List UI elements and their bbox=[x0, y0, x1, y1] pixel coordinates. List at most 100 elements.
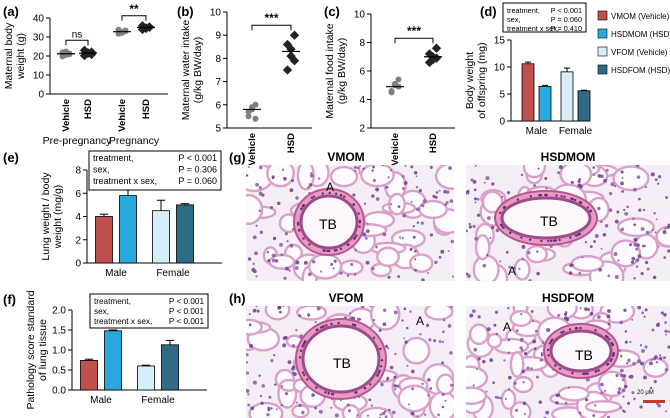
cell-nucleus bbox=[557, 171, 560, 175]
alveolus bbox=[512, 376, 534, 394]
stats-term: sex, bbox=[94, 307, 109, 316]
y-axis-label: Pathology score standardof lung tissue bbox=[25, 290, 49, 409]
cell-nucleus bbox=[282, 343, 287, 348]
cell-nucleus bbox=[295, 328, 298, 332]
alveolus bbox=[570, 255, 605, 273]
cell-nucleus bbox=[665, 410, 668, 413]
cell-nucleus bbox=[639, 405, 643, 409]
epithelial-nucleus bbox=[308, 243, 311, 246]
cell-nucleus bbox=[250, 406, 255, 411]
cell-nucleus bbox=[607, 322, 611, 326]
cell-nucleus bbox=[407, 403, 410, 406]
alveolus bbox=[339, 259, 364, 276]
x-group-label: Female bbox=[559, 126, 593, 137]
cell-nucleus bbox=[421, 382, 424, 385]
cell-nucleus bbox=[316, 306, 321, 311]
alveolus bbox=[559, 165, 593, 188]
cell-nucleus bbox=[637, 359, 642, 364]
cell-nucleus bbox=[291, 344, 296, 348]
cell-nucleus bbox=[473, 197, 477, 201]
epithelial-nucleus bbox=[612, 354, 615, 358]
alveolus bbox=[369, 306, 401, 331]
y-axis-label: Maternal water intake(g/kg BW/day) bbox=[180, 20, 204, 121]
cell-nucleus bbox=[441, 340, 444, 344]
y-tick-label: 40 bbox=[33, 14, 45, 25]
cell-nucleus bbox=[639, 344, 643, 347]
cell-nucleus bbox=[258, 209, 261, 212]
cell-nucleus bbox=[622, 409, 625, 412]
epithelial-nucleus bbox=[334, 192, 338, 195]
cell-nucleus bbox=[654, 178, 658, 182]
cell-nucleus bbox=[442, 330, 445, 334]
cell-nucleus bbox=[444, 399, 447, 402]
cell-nucleus bbox=[415, 175, 418, 178]
cell-nucleus bbox=[487, 216, 491, 220]
y-tick-label: 6 bbox=[75, 189, 81, 200]
epithelial-nucleus bbox=[315, 386, 318, 389]
cell-nucleus bbox=[578, 271, 582, 275]
cell-nucleus bbox=[655, 361, 659, 364]
epithelial-nucleus bbox=[498, 211, 502, 215]
cell-nucleus bbox=[447, 250, 450, 253]
cell-nucleus bbox=[610, 182, 615, 187]
cell-nucleus bbox=[608, 208, 613, 213]
cell-nucleus bbox=[410, 165, 414, 169]
y-tick-label: 2 bbox=[359, 124, 365, 135]
cell-nucleus bbox=[274, 259, 279, 263]
cell-nucleus bbox=[632, 217, 635, 221]
cell-nucleus bbox=[657, 182, 660, 185]
alveolus bbox=[466, 365, 489, 391]
cell-nucleus bbox=[624, 330, 628, 333]
cell-nucleus bbox=[597, 206, 601, 211]
cell-nucleus bbox=[635, 247, 639, 251]
cell-nucleus bbox=[438, 340, 442, 343]
alveolus bbox=[655, 225, 670, 248]
cell-nucleus bbox=[272, 236, 277, 241]
cell-nucleus bbox=[365, 260, 370, 265]
epithelial-nucleus bbox=[558, 238, 561, 242]
legend-swatch bbox=[597, 64, 608, 75]
x-category-label: HSD bbox=[286, 133, 297, 153]
legend-swatch bbox=[597, 46, 608, 57]
x-category-label: Vehicle bbox=[247, 133, 258, 166]
cell-nucleus bbox=[404, 165, 407, 167]
y-tick-label: 30 bbox=[33, 33, 45, 44]
cell-nucleus bbox=[620, 227, 625, 232]
cell-nucleus bbox=[608, 192, 613, 196]
y-tick-label: 6 bbox=[215, 100, 221, 111]
cell-nucleus bbox=[368, 398, 372, 402]
stats-box bbox=[502, 2, 587, 33]
cell-nucleus bbox=[619, 320, 624, 325]
cell-nucleus bbox=[605, 168, 609, 172]
cell-nucleus bbox=[289, 243, 294, 248]
tb-label-hsdfom: TB bbox=[575, 347, 593, 363]
cell-nucleus bbox=[413, 171, 418, 175]
cell-nucleus bbox=[568, 271, 573, 275]
cell-nucleus bbox=[654, 231, 657, 234]
alveolus bbox=[525, 244, 548, 264]
stats-term: sex, bbox=[507, 15, 520, 24]
cell-nucleus bbox=[444, 203, 447, 206]
cell-nucleus bbox=[606, 314, 611, 319]
epithelial-nucleus bbox=[549, 340, 553, 343]
a-label-hsdmom: A bbox=[508, 264, 517, 278]
cell-nucleus bbox=[507, 351, 510, 354]
stats-p-value: P < 0.001 bbox=[169, 307, 205, 316]
cell-nucleus bbox=[332, 267, 335, 270]
cell-nucleus bbox=[476, 213, 481, 217]
cell-nucleus bbox=[364, 236, 368, 240]
cell-nucleus bbox=[624, 340, 628, 344]
epithelial-nucleus bbox=[325, 324, 328, 327]
cell-nucleus bbox=[645, 230, 650, 235]
epithelial-nucleus bbox=[575, 327, 578, 330]
cell-nucleus bbox=[472, 384, 475, 387]
epithelial-nucleus bbox=[380, 359, 384, 362]
cell-nucleus bbox=[635, 165, 639, 167]
cell-nucleus bbox=[443, 189, 447, 194]
cell-nucleus bbox=[493, 323, 497, 327]
data-point bbox=[395, 76, 402, 83]
panel-label-e: (e) bbox=[3, 150, 19, 165]
cell-nucleus bbox=[378, 329, 382, 333]
